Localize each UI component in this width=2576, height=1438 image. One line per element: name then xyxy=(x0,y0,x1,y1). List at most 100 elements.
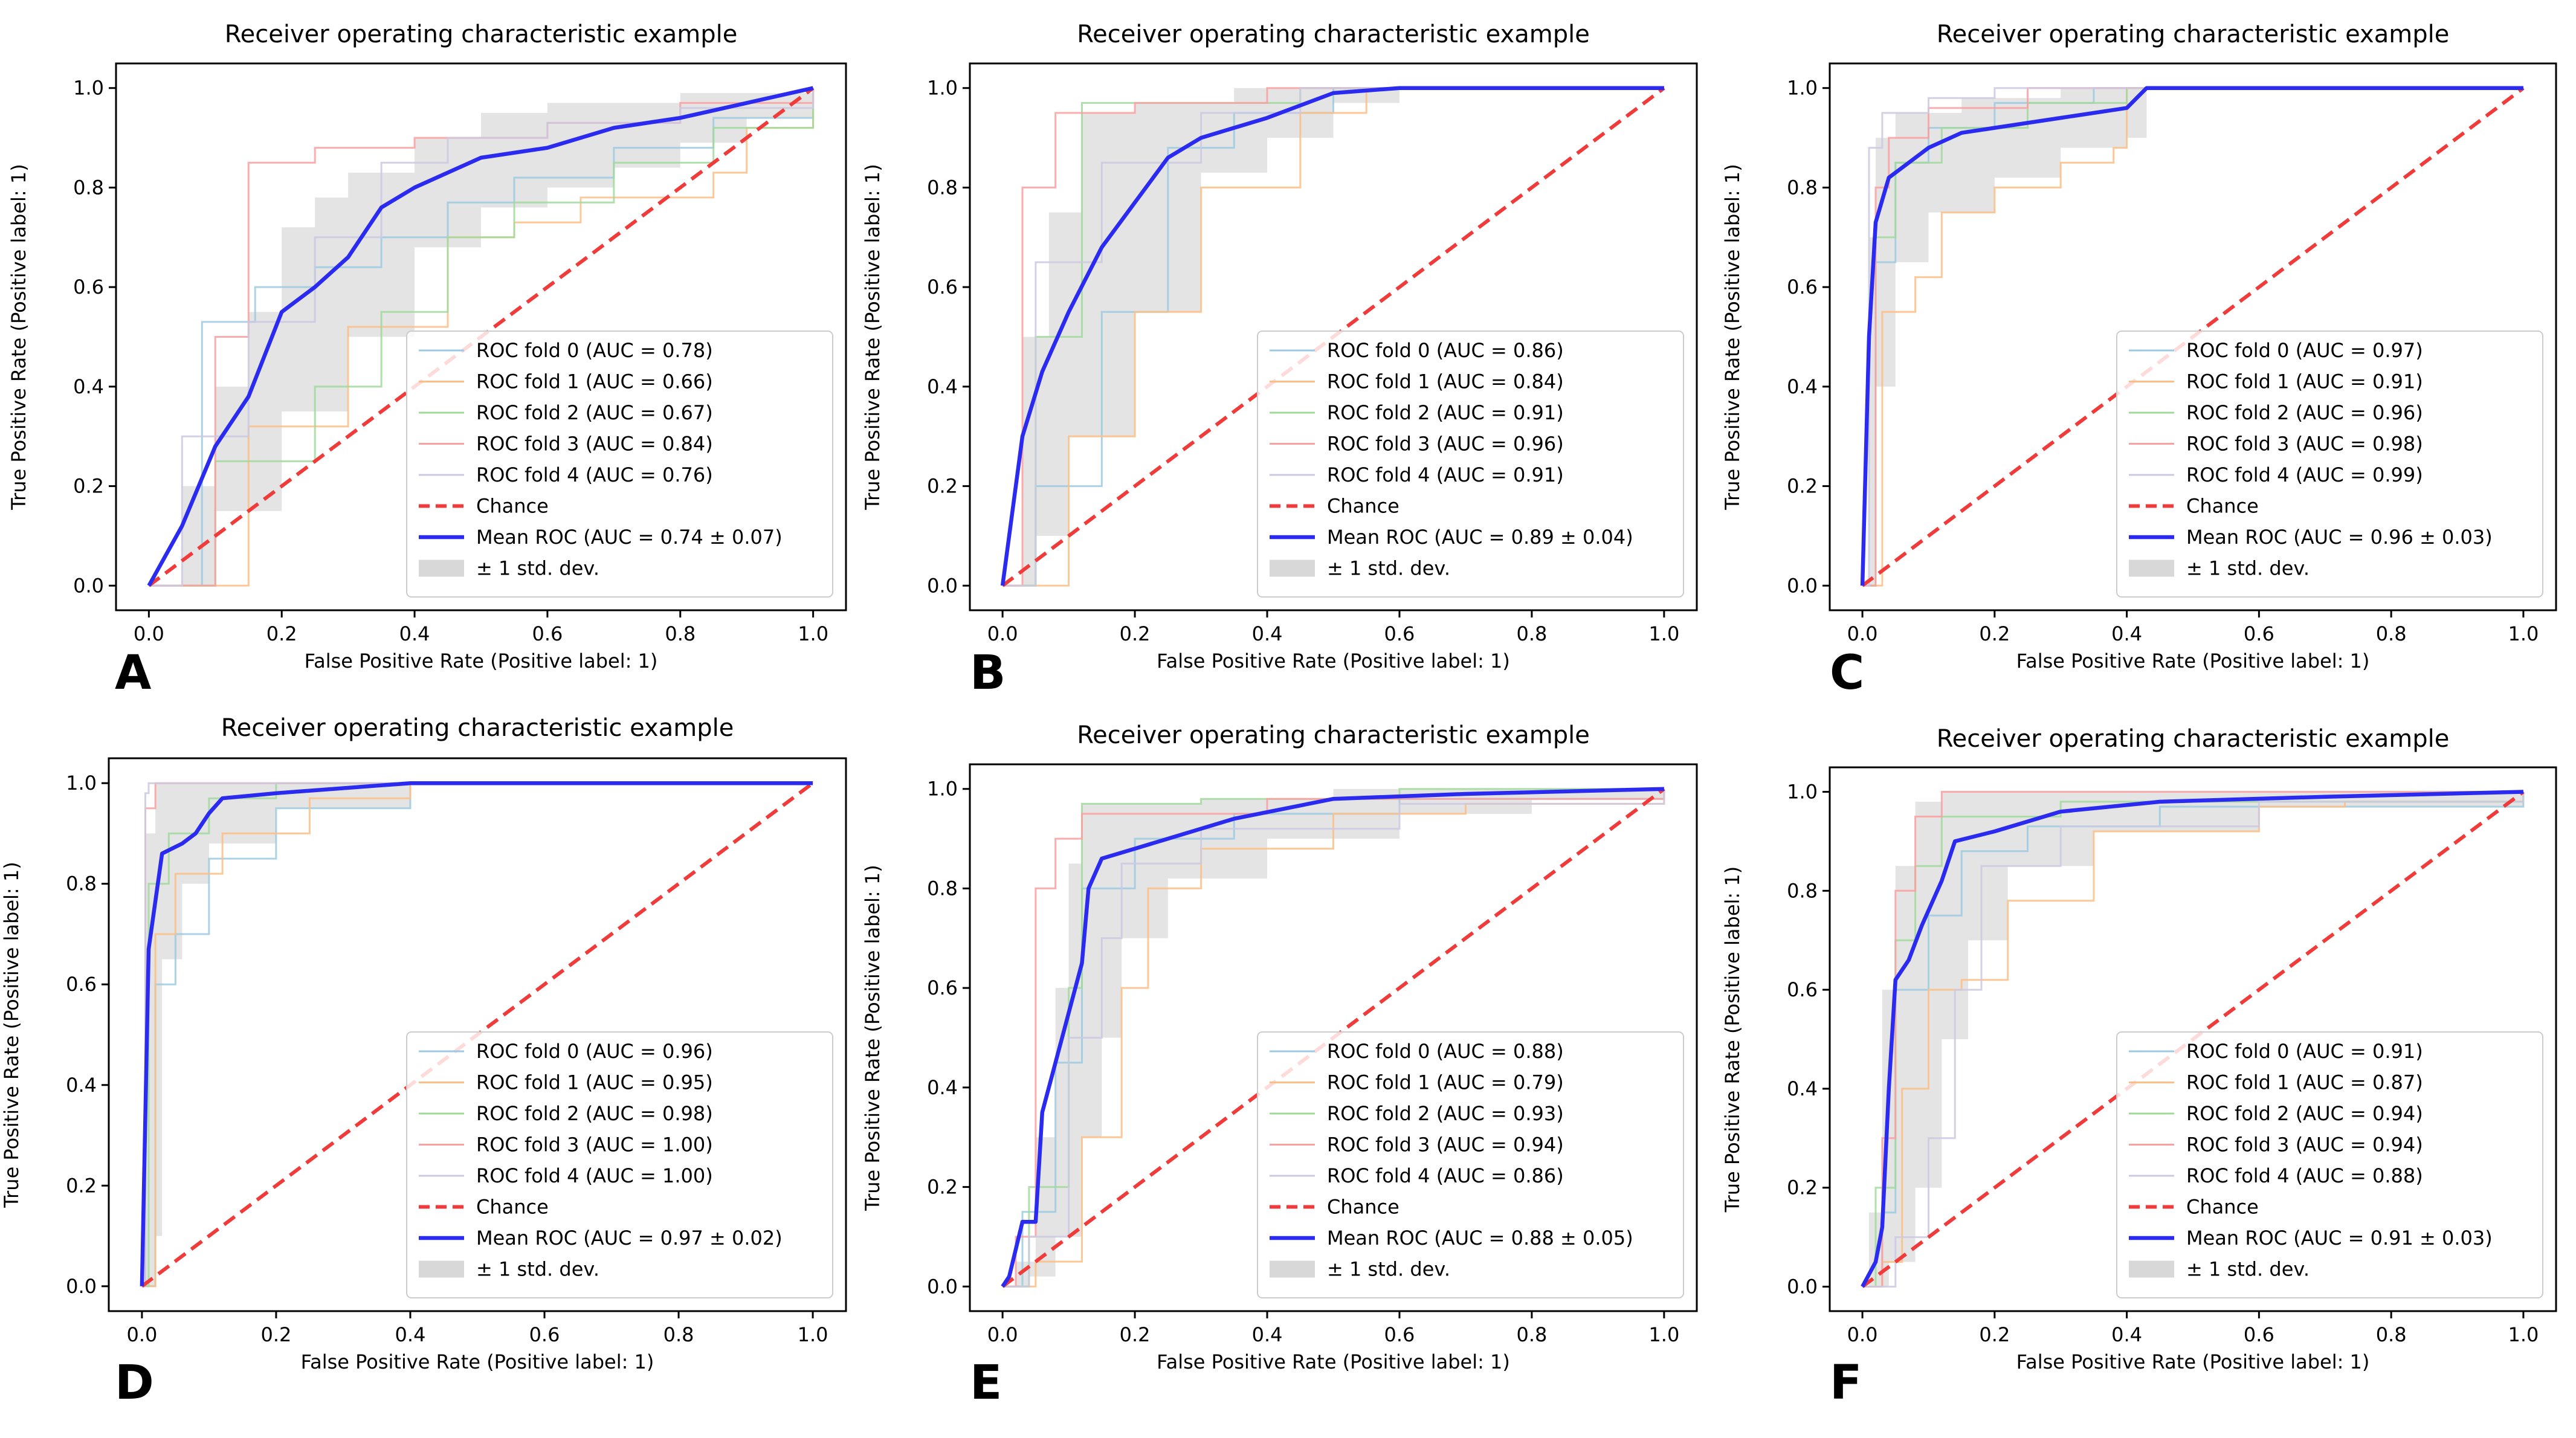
mean-roc-line-e xyxy=(1001,787,1664,1288)
y-tick-label-b: 0.6 xyxy=(927,276,958,298)
legend-swatch-std-f xyxy=(2129,1260,2174,1278)
x-tick-label-d: 0.4 xyxy=(395,1323,426,1346)
y-axis-label-c: True Positive Rate (Positive label: 1) xyxy=(1721,164,1744,510)
legend-label-a: ROC fold 4 (AUC = 0.76) xyxy=(476,463,713,486)
panel-label-e: E xyxy=(970,1356,1002,1410)
legend-label-f: ROC fold 1 (AUC = 0.87) xyxy=(2186,1071,2423,1094)
legend-label-e: ROC fold 0 (AUC = 0.88) xyxy=(1327,1040,1564,1063)
y-tick-label-d: 0.8 xyxy=(66,872,97,895)
legend-label-c: ROC fold 3 (AUC = 0.98) xyxy=(2186,433,2423,456)
roc-fold-3-line-b xyxy=(1002,87,1664,587)
x-tick-label-d: 0.2 xyxy=(260,1323,291,1346)
x-tick-label-b: 0.2 xyxy=(1120,622,1151,645)
x-axis-label-a: False Positive Rate (Positive label: 1) xyxy=(305,650,658,672)
x-tick-label-f: 0.2 xyxy=(1979,1323,2010,1346)
x-tick-label-f: 0.0 xyxy=(1847,1323,1878,1346)
x-tick-label-a: 0.4 xyxy=(399,622,430,645)
legend-label-d: ROC fold 3 (AUC = 1.00) xyxy=(476,1133,713,1156)
legend-label-e: Chance xyxy=(1327,1196,1399,1219)
legend-swatch-std-c xyxy=(2129,559,2174,577)
y-axis-label-b: True Positive Rate (Positive label: 1) xyxy=(861,164,884,510)
x-axis-label-c: False Positive Rate (Positive label: 1) xyxy=(2016,650,2370,672)
legend-label-a: Mean ROC (AUC = 0.74 ± 0.07) xyxy=(476,526,783,549)
y-tick-label-f: 0.2 xyxy=(1787,1176,1818,1199)
roc-fold-0-line-f xyxy=(1862,792,2525,1288)
legend-label-e: ± 1 std. dev. xyxy=(1327,1258,1450,1281)
legend-label-c: ROC fold 0 (AUC = 0.97) xyxy=(2186,339,2423,362)
legend-e: ROC fold 0 (AUC = 0.88) ROC fold 1 (AUC =… xyxy=(1257,1031,1684,1298)
roc-fold-4-line-e xyxy=(1002,788,1665,1288)
legend-label-e: ROC fold 2 (AUC = 0.93) xyxy=(1327,1102,1564,1125)
x-tick-label-e: 1.0 xyxy=(1648,1323,1679,1346)
legend-label-b: Mean ROC (AUC = 0.89 ± 0.04) xyxy=(1327,526,1633,549)
roc-fold-1-line-d xyxy=(141,782,813,1288)
legend-label-d: ROC fold 1 (AUC = 0.95) xyxy=(476,1071,713,1094)
y-tick-label-e: 0.0 xyxy=(927,1275,958,1298)
plot-frame-a xyxy=(115,62,847,611)
x-tick-label-c: 0.6 xyxy=(2244,622,2274,645)
x-tick-label-d: 0.8 xyxy=(663,1323,694,1346)
legend-label-b: ROC fold 3 (AUC = 0.96) xyxy=(1327,433,1564,456)
y-tick-label-a: 0.0 xyxy=(73,574,104,597)
y-tick-label-f: 1.0 xyxy=(1787,781,1818,804)
x-tick-label-e: 0.8 xyxy=(1516,1323,1547,1346)
legend-label-f: ROC fold 2 (AUC = 0.94) xyxy=(2186,1102,2423,1125)
x-tick-label-c: 0.2 xyxy=(1979,622,2010,645)
roc-fold-4-line-f xyxy=(1862,792,2525,1288)
y-tick-label-e: 1.0 xyxy=(927,778,958,801)
std-band-f xyxy=(1862,792,2523,1287)
legend-label-d: Chance xyxy=(476,1196,549,1219)
roc-panel-f: Receiver operating characteristic exampl… xyxy=(1721,725,2557,1410)
y-tick-label-d: 0.4 xyxy=(66,1074,97,1097)
legend-label-c: ± 1 std. dev. xyxy=(2186,557,2310,580)
std-band-e xyxy=(1002,788,1664,1287)
roc-fold-1-line-f xyxy=(1862,792,2525,1288)
roc-panel-e: Receiver operating characteristic exampl… xyxy=(861,721,1698,1410)
x-tick-label-f: 0.8 xyxy=(2376,1323,2407,1346)
legend-b: ROC fold 0 (AUC = 0.86) ROC fold 1 (AUC =… xyxy=(1257,330,1684,598)
legend-label-e: Mean ROC (AUC = 0.88 ± 0.05) xyxy=(1327,1227,1633,1249)
roc-fold-1-line-e xyxy=(1002,788,1665,1288)
y-tick-label-a: 0.8 xyxy=(73,176,104,199)
x-axis-label-d: False Positive Rate (Positive label: 1) xyxy=(301,1350,654,1373)
x-tick-label-d: 0.0 xyxy=(126,1323,157,1346)
legend-swatch-std-d xyxy=(419,1260,464,1278)
legend-label-b: ROC fold 2 (AUC = 0.91) xyxy=(1327,401,1564,424)
roc-panel-d: Receiver operating characteristic exampl… xyxy=(0,714,847,1410)
panel-label-c: C xyxy=(1830,646,1864,700)
x-tick-label-b: 1.0 xyxy=(1648,622,1679,645)
y-tick-label-f: 0.0 xyxy=(1787,1275,1818,1298)
mean-roc-line-b xyxy=(1000,86,1664,586)
y-tick-label-b: 0.2 xyxy=(927,475,958,498)
roc-fold-3-line-e xyxy=(1002,788,1665,1288)
legend-a: ROC fold 0 (AUC = 0.78) ROC fold 1 (AUC =… xyxy=(406,330,833,598)
panel-label-f: F xyxy=(1830,1356,1862,1410)
y-tick-label-a: 0.4 xyxy=(73,375,104,398)
legend-label-c: Mean ROC (AUC = 0.96 ± 0.03) xyxy=(2186,526,2493,549)
y-tick-label-e: 0.6 xyxy=(927,976,958,999)
y-tick-label-e: 0.4 xyxy=(927,1076,958,1099)
legend-box-d xyxy=(406,1031,833,1298)
y-tick-label-f: 0.4 xyxy=(1787,1077,1818,1100)
plot-frame-e xyxy=(969,763,1698,1312)
legend-label-c: ROC fold 1 (AUC = 0.91) xyxy=(2186,370,2423,393)
mean-roc-line-a xyxy=(147,86,814,587)
y-tick-label-c: 0.8 xyxy=(1787,176,1818,199)
plot-frame-c xyxy=(1829,62,2557,611)
panel-label-b: B xyxy=(970,646,1006,700)
y-tick-label-f: 0.6 xyxy=(1787,978,1818,1001)
y-tick-label-d: 1.0 xyxy=(66,772,97,795)
x-axis-label-f: False Positive Rate (Positive label: 1) xyxy=(2016,1350,2370,1373)
y-tick-label-c: 0.6 xyxy=(1787,276,1818,298)
x-axis-label-e: False Positive Rate (Positive label: 1) xyxy=(1157,1350,1510,1373)
roc-panel-c: Receiver operating characteristic exampl… xyxy=(1721,21,2557,700)
y-axis-label-e: True Positive Rate (Positive label: 1) xyxy=(861,865,884,1211)
chart-title-f: Receiver operating characteristic exampl… xyxy=(1937,725,2450,753)
mean-roc-line-c xyxy=(1860,86,2523,586)
x-tick-label-f: 0.4 xyxy=(2111,1323,2142,1346)
roc-panel-b: Receiver operating characteristic exampl… xyxy=(861,21,1698,700)
y-tick-label-e: 0.8 xyxy=(927,877,958,900)
y-tick-label-a: 0.2 xyxy=(73,475,104,498)
x-tick-label-c: 0.4 xyxy=(2111,622,2142,645)
y-tick-label-c: 0.2 xyxy=(1787,475,1818,498)
